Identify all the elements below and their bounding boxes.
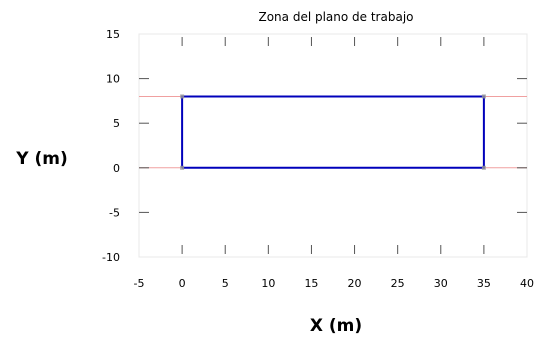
x-tick-label-7: 30 bbox=[434, 277, 448, 290]
corner-marker-3 bbox=[180, 94, 185, 99]
x-tick-label-8: 35 bbox=[477, 277, 491, 290]
x-axis-label: X (m) bbox=[310, 316, 362, 336]
y-tick-label-2: 0 bbox=[113, 162, 120, 175]
x-tick-label-1: 0 bbox=[179, 277, 186, 290]
y-tick-label-3: 5 bbox=[113, 117, 120, 130]
x-tick-label-0: -5 bbox=[134, 277, 145, 290]
y-tick-labels: -10 -5 0 5 10 15 bbox=[102, 28, 120, 264]
plot-area bbox=[138, 33, 528, 258]
y-axis-label: Y (m) bbox=[15, 149, 67, 169]
x-tick-label-4: 15 bbox=[304, 277, 318, 290]
x-tick-label-2: 5 bbox=[222, 277, 229, 290]
x-tick-label-3: 10 bbox=[261, 277, 275, 290]
corner-marker-1 bbox=[481, 165, 486, 170]
y-axis-ticks bbox=[139, 78, 527, 213]
corner-marker-0 bbox=[180, 165, 185, 170]
corner-marker-2 bbox=[481, 94, 486, 99]
x-tick-label-9: 40 bbox=[520, 277, 534, 290]
y-tick-label-5: 15 bbox=[106, 28, 120, 41]
x-tick-label-6: 25 bbox=[391, 277, 405, 290]
x-tick-label-5: 20 bbox=[348, 277, 362, 290]
y-tick-label-4: 10 bbox=[106, 73, 120, 86]
y-tick-label-1: -5 bbox=[109, 206, 120, 219]
y-tick-label-0: -10 bbox=[102, 251, 120, 264]
chart-title: Zona del plano de trabajo bbox=[258, 10, 413, 24]
corner-markers bbox=[180, 94, 486, 170]
x-axis-ticks bbox=[181, 37, 485, 254]
x-tick-labels: -5 0 5 10 15 20 25 30 35 40 bbox=[134, 277, 534, 290]
